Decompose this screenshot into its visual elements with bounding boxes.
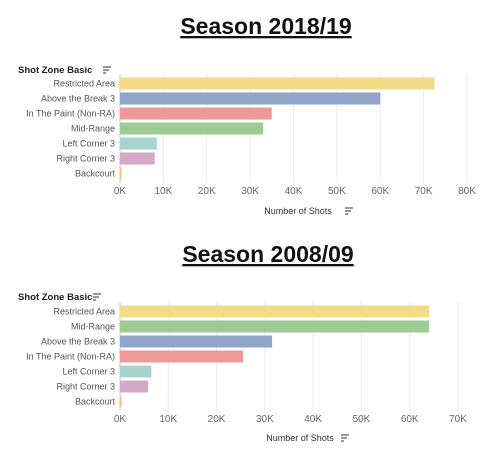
sort-icon[interactable] [103,66,111,74]
plot-area: Restricted Area Above the Break 3 In The P… [26,74,476,197]
category-label: Above the Break 3 [41,94,115,104]
x-tick-label: 10K [159,414,177,425]
bar[interactable] [120,320,430,333]
sort-icon[interactable] [93,293,101,301]
x-tick-label: 50K [353,414,371,425]
category-label: Backcourt [75,397,116,407]
x-axis-title: Number of Shots [266,433,334,443]
chart-title: Season 2008/09 [182,241,353,267]
bar[interactable] [120,77,435,90]
category-label: In The Paint (Non-RA) [26,109,115,119]
category-label: Backcourt [75,169,116,179]
sort-icon[interactable] [345,207,353,215]
plot-area: Restricted Area Mid-Range Above the Break … [26,302,467,425]
x-tick-label: 0K [114,186,127,197]
x-tick-label: 80K [458,186,476,197]
category-label: Mid-Range [71,322,115,332]
x-tick-label: 70K [449,414,467,425]
x-tick-label: 70K [415,186,433,197]
category-label: Right Corner 3 [56,154,115,164]
bar[interactable] [120,137,157,150]
x-tick-label: 60K [401,414,419,425]
chart-season-2018-19: Season 2018/19 Shot Zone Basic Restricte… [18,13,476,216]
category-label: Restricted Area [53,307,115,317]
x-tick-label: 60K [371,186,389,197]
bar[interactable] [120,380,149,393]
x-tick-label: 50K [328,186,346,197]
bar[interactable] [120,305,430,318]
x-tick-label: 30K [256,414,274,425]
category-label: Left Corner 3 [62,139,115,149]
bar[interactable] [120,152,155,165]
sort-icon[interactable] [341,434,349,442]
bar[interactable] [120,395,122,408]
category-label: Right Corner 3 [56,382,115,392]
bar[interactable] [120,335,273,348]
x-tick-label: 40K [304,414,322,425]
x-tick-label: 30K [241,186,259,197]
bar[interactable] [120,350,244,363]
category-label: Restricted Area [53,79,115,89]
row-field-label: Shot Zone Basic [18,65,92,76]
category-label: Mid-Range [71,124,115,134]
x-tick-label: 0K [114,414,127,425]
x-tick-label: 10K [154,186,172,197]
category-label: Above the Break 3 [41,337,115,347]
bar[interactable] [120,167,122,180]
row-field-label: Shot Zone Basic [18,292,92,303]
x-tick-label: 40K [285,186,303,197]
chart-title: Season 2018/19 [180,13,351,39]
x-axis-title: Number of Shots [264,206,332,216]
chart-season-2008-09: Season 2008/09 Shot Zone Basic Restricte… [18,241,467,443]
x-tick-label: 20K [198,186,216,197]
category-label: Left Corner 3 [62,367,115,377]
category-label: In The Paint (Non-RA) [26,352,115,362]
bar[interactable] [120,122,264,135]
bar[interactable] [120,365,152,378]
bar[interactable] [120,92,381,105]
bar[interactable] [120,107,272,120]
x-tick-label: 20K [208,414,226,425]
